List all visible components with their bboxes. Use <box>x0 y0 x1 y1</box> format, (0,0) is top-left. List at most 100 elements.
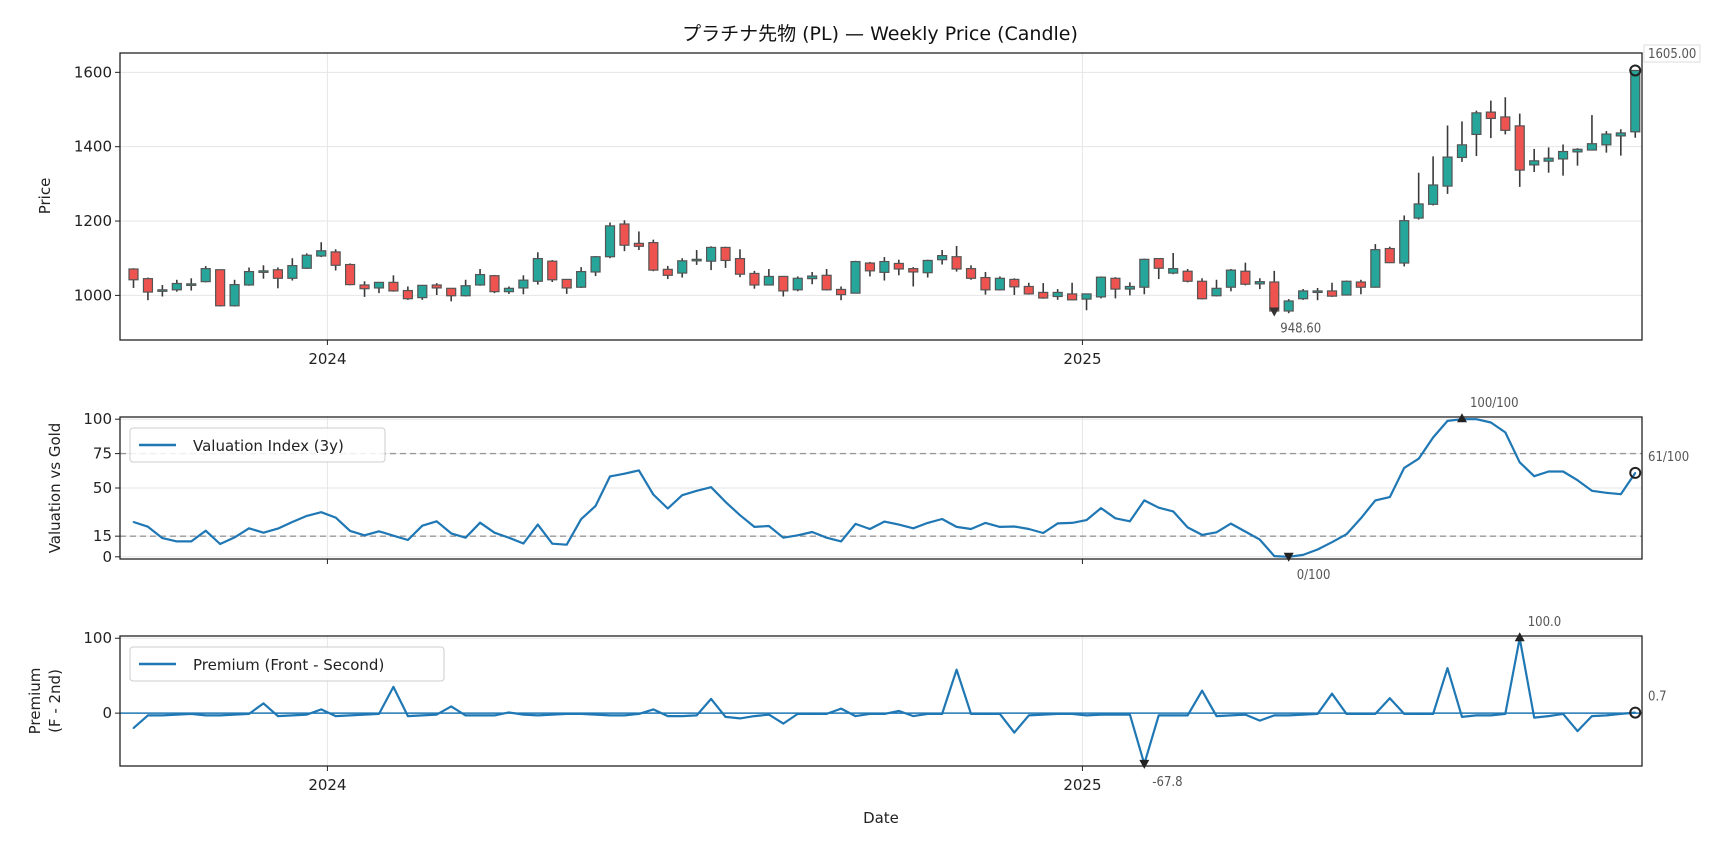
legend-box <box>129 427 386 463</box>
candle-body-down <box>330 251 341 266</box>
candle-body-up <box>1572 148 1583 153</box>
candle <box>1427 156 1439 206</box>
premium-point <box>1244 713 1247 716</box>
candle <box>576 267 587 288</box>
candle-body-down <box>1326 290 1338 297</box>
candle-body-up <box>807 275 818 280</box>
premium-point <box>825 712 828 715</box>
axes-frame <box>119 52 1643 341</box>
valuation-point <box>1591 489 1593 492</box>
premium-point <box>1533 716 1536 719</box>
candle-body-down <box>1269 281 1280 312</box>
candle <box>604 222 616 259</box>
candle-body-up <box>1413 203 1424 219</box>
candle <box>1500 97 1511 135</box>
candle-body-up <box>503 287 515 293</box>
candle <box>1081 293 1092 311</box>
valuation-panel: 0 15 50 75 100 100/100 0/100 61/100 Valuation In… <box>83 396 1689 583</box>
candle-body-up <box>1456 144 1468 159</box>
premium-point <box>1605 714 1608 717</box>
max-marker <box>1456 413 1467 423</box>
last-price-marker <box>1629 64 1642 77</box>
candle <box>1413 172 1424 220</box>
candle-body-down <box>1110 277 1121 290</box>
candle <box>677 258 688 278</box>
premium-point <box>349 714 351 717</box>
candle-body-up <box>1427 184 1439 205</box>
candle-body-down <box>1023 285 1034 295</box>
valuation-point <box>955 526 958 528</box>
legend-box <box>129 646 445 682</box>
valuation-point <box>840 540 842 543</box>
min-marker <box>1283 552 1294 562</box>
min-label: 0/100 <box>1297 568 1331 583</box>
premium-point <box>753 715 756 718</box>
valuation-point <box>1013 525 1016 528</box>
valuation-point <box>1533 475 1536 478</box>
candle <box>691 250 702 265</box>
candle <box>431 283 442 296</box>
valuation-point <box>392 534 395 537</box>
premium-point <box>970 712 972 715</box>
candle <box>980 271 991 295</box>
valuation-point <box>652 493 655 496</box>
candle-body-up <box>1630 69 1641 133</box>
candle <box>879 257 890 281</box>
valuation-point <box>1172 510 1175 513</box>
premium-point <box>421 714 424 717</box>
candle-body-up <box>229 284 240 307</box>
min-marker <box>1139 759 1150 769</box>
candle-body-down <box>1514 125 1525 171</box>
premium-point <box>869 712 871 715</box>
y-tick-label: 50 <box>93 479 112 497</box>
valuation-point <box>1157 506 1160 509</box>
premium-point <box>724 715 727 718</box>
candle-body-down <box>633 242 645 247</box>
valuation-point <box>421 524 424 527</box>
candle <box>1370 244 1381 288</box>
candle-body-up <box>1586 143 1598 151</box>
premium-point <box>854 715 857 718</box>
candle <box>1225 268 1237 292</box>
candle <box>402 286 413 300</box>
valuation-point <box>161 537 164 539</box>
valuation-point <box>926 522 929 524</box>
valuation-point <box>1562 470 1564 473</box>
premium-point <box>1215 715 1218 718</box>
valuation-point <box>334 516 337 519</box>
valuation-point <box>305 515 308 517</box>
min-price-marker <box>1269 307 1280 317</box>
valuation-point <box>378 530 380 533</box>
valuation-point <box>1634 471 1637 474</box>
premium-point <box>580 712 583 715</box>
candle-body-down <box>980 276 991 291</box>
candle-body-up <box>604 225 616 258</box>
candle <box>532 252 543 285</box>
x-axis-label: Date <box>863 809 899 827</box>
candle <box>662 266 673 280</box>
candle <box>1254 278 1265 290</box>
candle-body-up <box>316 250 327 257</box>
premium-point <box>522 713 525 716</box>
premium-point <box>1302 713 1305 716</box>
valuation-point <box>1403 467 1406 469</box>
valuation-point <box>1201 534 1203 536</box>
premium-point <box>406 715 409 718</box>
candle-body-down <box>1384 247 1395 264</box>
candle-body-down <box>1182 270 1193 282</box>
valuation-point <box>638 469 640 472</box>
premium-y-label-line2: (F - 2nd) <box>46 669 64 733</box>
premium-point <box>1273 714 1276 717</box>
candle-body-down <box>835 288 847 296</box>
candle-body-up <box>1139 258 1150 288</box>
candle-body-down <box>1355 281 1367 288</box>
candle-body-up <box>1341 280 1352 296</box>
candle <box>908 267 919 287</box>
candle <box>388 275 399 292</box>
candle <box>864 261 876 277</box>
candle-body-up <box>1298 290 1309 300</box>
valuation-point <box>1143 499 1146 502</box>
premium-point <box>1619 712 1622 715</box>
last-value-label: 0.7 <box>1648 690 1667 705</box>
